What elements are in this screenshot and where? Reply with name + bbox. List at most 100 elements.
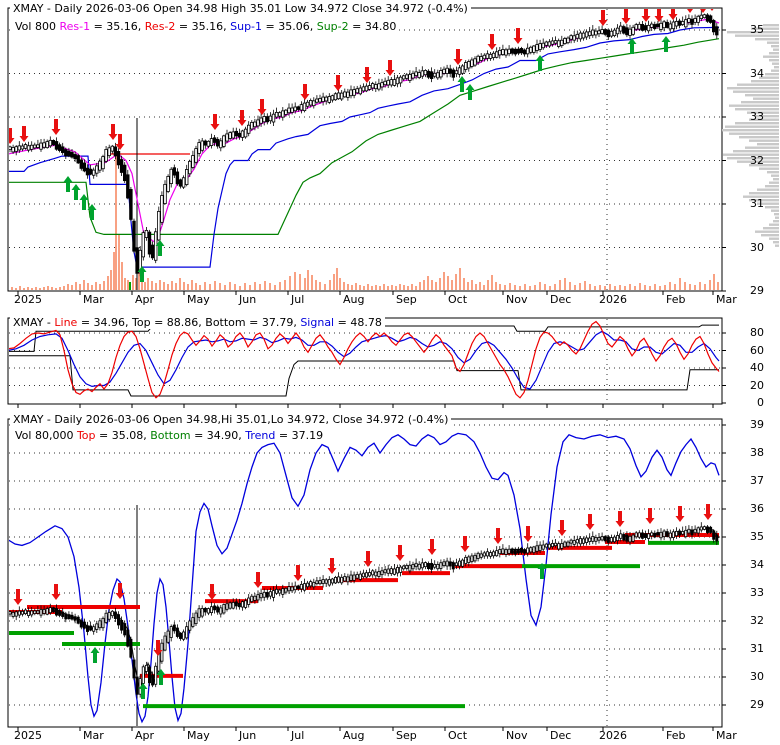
- p1-x-tick-label: Feb: [666, 293, 686, 306]
- panel1-header-line1: XMAY - Daily 2026-03-06 Open 34.98 High …: [10, 2, 471, 15]
- p3-x-tick-label: Jun: [239, 729, 257, 742]
- buy-arrow-icon: [537, 563, 547, 579]
- volume-profile: [722, 24, 779, 247]
- p1-x-tick-label: Jun: [239, 293, 257, 306]
- sell-arrow-icon: [598, 10, 608, 26]
- sell-arrow-icon: [654, 9, 664, 22]
- p1-y-tick-label: 32: [750, 153, 764, 167]
- p1-x-tick-label: May: [187, 293, 210, 306]
- p2-y-tick-label: 60: [750, 343, 764, 357]
- sell-arrow-icon: [668, 9, 678, 20]
- header-segment: Res-2: [144, 20, 176, 33]
- p3-x-tick-label: Dec: [550, 729, 572, 742]
- p1-y-tick-label: 33: [750, 110, 764, 123]
- sell-arrow-icon: [363, 551, 373, 567]
- sell-arrow-icon: [253, 572, 263, 588]
- sell-arrow-icon: [51, 119, 61, 135]
- sell-arrow-icon: [621, 9, 631, 24]
- panel2-header-line1: XMAY - Line = 34.96, Top = 88.86, Bottom…: [10, 316, 385, 329]
- sell-arrow-icon: [675, 506, 685, 522]
- p1-x-tick-label: Dec: [550, 293, 572, 306]
- p3-x-tick-label: Feb: [666, 729, 686, 742]
- p1-x-tick-label: Aug: [343, 293, 365, 306]
- panel3-plot: [9, 420, 721, 726]
- stoch-line: [9, 320, 720, 399]
- p1-x-tick-label: Jul: [291, 293, 305, 306]
- header-segment: Sup-2: [316, 20, 349, 33]
- p3-x-tick-label: Apr: [135, 729, 155, 742]
- sell-arrow-icon: [207, 584, 217, 600]
- p2-y-tick-label: 40: [750, 361, 764, 374]
- p3-x-tick-label: Jul: [291, 729, 305, 742]
- header-segment: Bottom: [150, 429, 191, 442]
- trend-line: [9, 432, 720, 724]
- buy-arrow-icon: [63, 176, 73, 192]
- sell-arrow-icon: [645, 508, 655, 524]
- sell-arrow-icon: [615, 511, 625, 527]
- header-segment: = 35.06,: [262, 20, 317, 33]
- sell-arrow-icon: [9, 128, 15, 144]
- p3-y-tick-label: 37: [750, 474, 764, 487]
- sell-arrow-icon: [210, 114, 220, 130]
- sell-arrow-icon: [362, 67, 372, 83]
- sell-arrow-icon: [51, 584, 61, 600]
- header-segment: = 48.78: [334, 316, 382, 329]
- sell-arrow-icon: [153, 640, 163, 656]
- sell-arrow-icon: [487, 34, 497, 50]
- sell-arrow-icon: [19, 126, 29, 142]
- sup2-line: [9, 38, 720, 235]
- p3-x-tick-label: Nov: [506, 729, 528, 742]
- panel3-header-line1: XMAY - Daily 2026-03-06 Open 34.98,Hi 35…: [10, 413, 452, 426]
- p3-x-tick-label: Mar: [83, 729, 104, 742]
- p1-y-tick-label: 31: [750, 197, 764, 210]
- signal-line: [9, 330, 720, 390]
- p1-x-tick-label: Apr: [135, 293, 155, 306]
- p3-y-tick-label: 33: [750, 586, 764, 599]
- buy-arrow-icon: [465, 84, 475, 100]
- sell-arrow-icon: [513, 28, 523, 44]
- buy-arrow-icon: [138, 683, 148, 699]
- p3-x-tick-label: Oct: [448, 729, 468, 742]
- header-segment: Line: [54, 316, 78, 329]
- header-segment: = 34.96, Top = 88.86, Bottom = 37.79,: [77, 316, 301, 329]
- buy-arrow-icon: [661, 36, 671, 52]
- p1-x-tick-label: Sep: [396, 293, 417, 306]
- header-segment: = 34.90,: [190, 429, 246, 442]
- p3-y-tick-label: 39: [750, 418, 764, 431]
- sell-arrow-icon: [460, 536, 470, 552]
- sell-arrow-icon: [115, 583, 125, 599]
- p1-x-tick-label: Nov: [506, 293, 528, 306]
- p1-y-tick-label: 29: [750, 284, 764, 297]
- sell-arrow-icon: [115, 134, 125, 150]
- p3-y-tick-label: 35: [750, 530, 764, 543]
- p3-x-tick-label: 2026: [599, 729, 627, 742]
- bottom-band-line: [9, 355, 719, 397]
- p1-y-tick-label: 34: [750, 66, 764, 80]
- sell-arrow-icon: [700, 9, 706, 13]
- buy-arrow-icon: [155, 240, 165, 256]
- p3-y-tick-label: 31: [750, 642, 764, 655]
- sell-arrow-icon: [703, 504, 713, 520]
- buy-arrow-icon: [79, 194, 89, 210]
- sell-arrow-icon: [300, 84, 310, 100]
- panel1-plot: [9, 9, 721, 290]
- p3-y-tick-label: 32: [750, 614, 764, 627]
- p2-y-tick-label: 20: [750, 378, 764, 392]
- p3-y-tick-label: 36: [750, 502, 764, 515]
- header-segment: Top: [76, 429, 96, 442]
- candles: [9, 10, 719, 278]
- p1-x-tick-label: Oct: [448, 293, 468, 306]
- p2-y-tick-label: 0: [757, 396, 764, 409]
- header-segment: = 35.16,: [175, 20, 231, 33]
- p1-y-tick-label: 30: [750, 240, 764, 254]
- panel2-plot: [9, 319, 721, 403]
- p3-x-tick-label: Mar: [716, 729, 737, 742]
- panel1-header-line2: Vol 800 Res-1 = 35.16, Res-2 = 35.16, Su…: [12, 20, 400, 33]
- header-segment: Sup-1: [230, 20, 263, 33]
- sell-arrow-icon: [13, 589, 23, 605]
- sell-arrow-icon: [453, 49, 463, 65]
- buy-arrow-icon: [457, 76, 467, 92]
- header-segment: Signal: [300, 316, 335, 329]
- p3-y-tick-label: 38: [750, 446, 764, 459]
- sell-arrow-icon: [427, 539, 437, 555]
